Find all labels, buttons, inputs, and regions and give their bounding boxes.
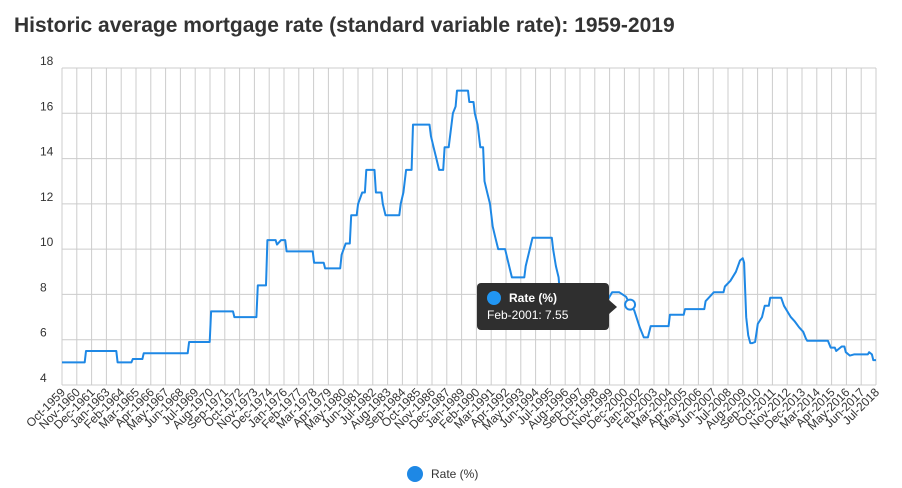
- tooltip-arrow: [609, 300, 617, 314]
- x-axis-ticks: Oct-1959Nov-1960Dec-1961Jan-1963Feb-1964…: [23, 385, 882, 433]
- tooltip-series-name: Rate (%): [509, 291, 558, 305]
- y-tick-label: 12: [40, 190, 54, 204]
- y-tick-label: 18: [40, 54, 54, 68]
- tooltip-value: Feb-2001: 7.55: [487, 308, 569, 322]
- highlight-point-layer: [624, 298, 637, 311]
- tooltip-series-dot: [487, 291, 501, 305]
- grid-lines: [61, 67, 877, 386]
- y-axis-ticks: 4 6 8 10 12 14 16 18: [40, 54, 54, 385]
- legend-label: Rate (%): [431, 467, 479, 481]
- chart-title: Historic average mortgage rate (standard…: [14, 14, 675, 37]
- y-tick-label: 4: [40, 371, 47, 385]
- legend[interactable]: Rate (%): [407, 466, 478, 482]
- y-tick-label: 14: [40, 145, 54, 159]
- y-tick-label: 8: [40, 280, 47, 294]
- legend-marker-icon: [407, 466, 423, 482]
- series-line-rate: [62, 89, 876, 364]
- tooltip: Rate (%) Feb-2001: 7.55: [477, 283, 617, 330]
- y-tick-label: 10: [40, 235, 54, 249]
- y-tick-label: 6: [40, 326, 47, 340]
- series-rate: [62, 89, 876, 364]
- y-tick-label: 16: [40, 99, 54, 113]
- highlight-point: [624, 298, 637, 311]
